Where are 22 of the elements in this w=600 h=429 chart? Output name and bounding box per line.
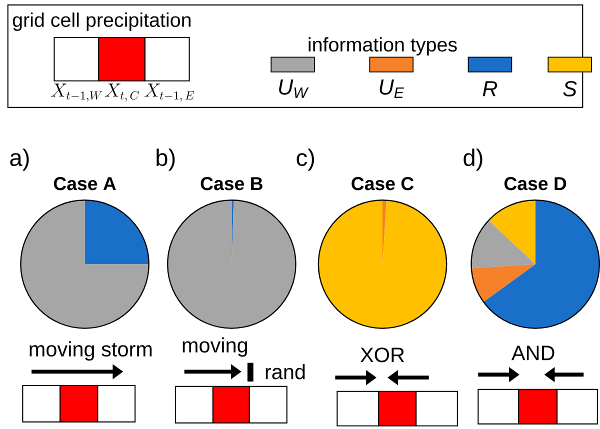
chart-title: Case D [504,177,566,190]
text: $X_{t-1,\,E}$ [144,84,194,102]
text: AND [511,346,554,360]
text: $X_{t,\,C}$ [105,84,139,102]
text: d) [464,148,482,171]
chart-title: Case B [200,177,262,190]
legend-label: R [482,81,498,96]
text: b) [156,148,175,171]
text: a) [10,148,29,171]
text: $X_{t-1,W}$ [51,84,102,102]
text: grid cell precipitation [12,12,191,31]
text: moving [182,337,248,357]
text: Case A [54,177,116,190]
legend-title: information types [308,37,457,56]
text: XOR [360,348,404,362]
legend-label: U$_{W}$ [279,80,309,98]
text: rand [266,364,305,380]
chart-title: Case C [352,177,414,190]
legend-label: S [563,81,577,96]
text: c) [296,148,314,171]
text: moving storm [30,341,152,361]
legend-label: U$_{E}$ [380,80,404,98]
